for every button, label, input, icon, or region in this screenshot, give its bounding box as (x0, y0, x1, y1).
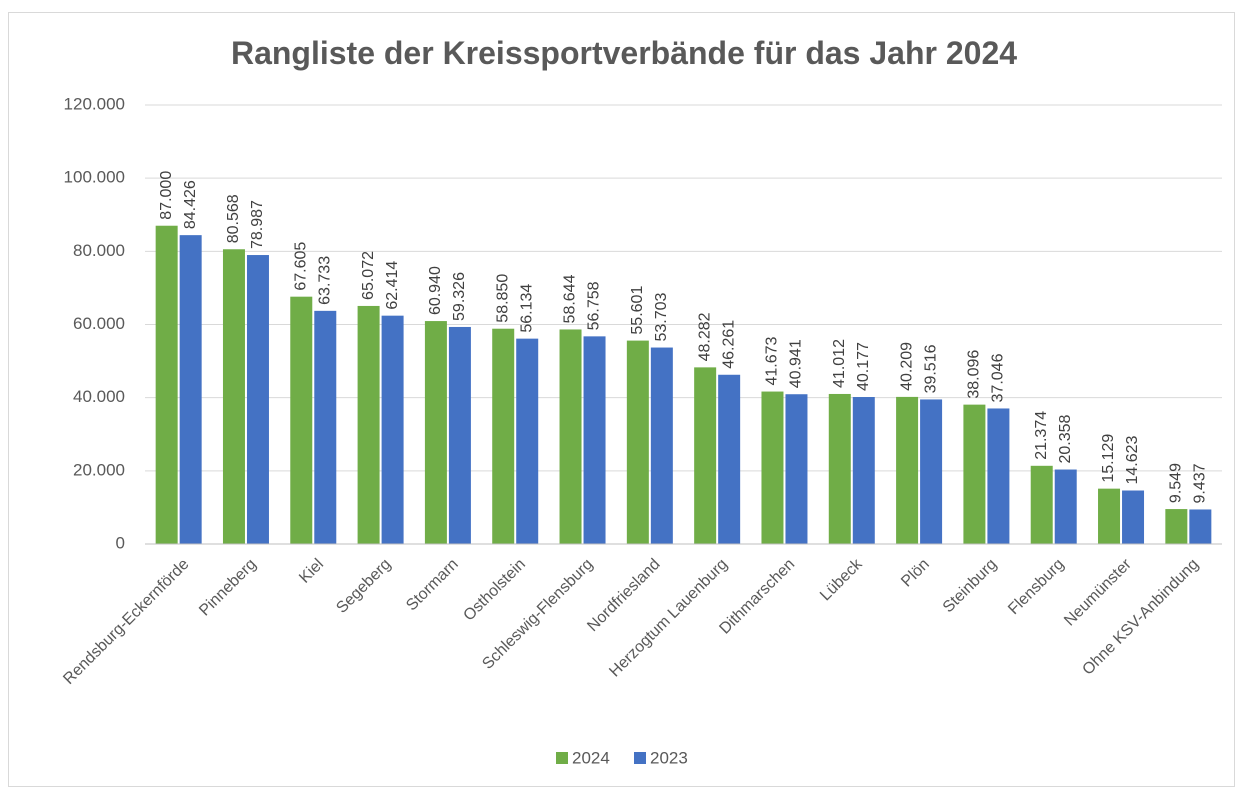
value-label: 15.129 (1100, 434, 1117, 483)
bar (314, 310, 337, 544)
bar (155, 225, 178, 544)
value-label: 9.437 (1192, 463, 1209, 503)
bar (559, 329, 582, 544)
value-label: 48.282 (696, 312, 713, 361)
legend-label: 2023 (650, 748, 688, 767)
bar (1098, 488, 1121, 544)
bar (694, 367, 717, 544)
chart-border (8, 12, 1235, 787)
value-label: 58.850 (494, 274, 511, 323)
legend-swatch (634, 752, 646, 764)
value-label: 87.000 (158, 171, 175, 220)
bar (785, 394, 808, 544)
bar (987, 408, 1010, 544)
bar (963, 404, 986, 544)
value-label: 62.414 (384, 261, 401, 310)
legend-label: 2024 (572, 748, 610, 767)
bar (1165, 509, 1188, 544)
value-label: 20.358 (1057, 414, 1074, 463)
value-label: 56.134 (518, 284, 535, 333)
bar (357, 305, 380, 544)
value-label: 46.261 (720, 320, 737, 369)
value-label: 39.516 (922, 344, 939, 393)
bar (448, 326, 471, 544)
y-tick-label: 20.000 (73, 460, 125, 479)
bar (516, 338, 539, 544)
bar (424, 321, 447, 544)
value-label: 78.987 (249, 200, 266, 249)
value-label: 21.374 (1033, 411, 1050, 460)
bar (492, 328, 515, 544)
value-label: 84.426 (182, 180, 199, 229)
bar (896, 396, 919, 544)
value-label: 40.177 (855, 342, 872, 391)
value-label: 63.733 (317, 256, 334, 305)
bar (179, 235, 202, 545)
y-tick-label: 60.000 (73, 314, 125, 333)
bar (718, 374, 741, 544)
bar (626, 340, 649, 544)
bar (583, 336, 606, 544)
bar (1122, 490, 1145, 544)
bar (381, 315, 404, 544)
bar (761, 391, 784, 544)
bar (920, 399, 943, 544)
value-label: 40.941 (788, 339, 805, 388)
y-tick-label: 40.000 (73, 387, 125, 406)
value-label: 67.605 (293, 242, 310, 291)
value-label: 65.072 (360, 251, 377, 300)
value-label: 38.096 (966, 350, 983, 399)
bar (1030, 465, 1053, 544)
value-label: 9.549 (1168, 463, 1185, 503)
bar (650, 347, 673, 544)
y-tick-label: 120.000 (64, 94, 125, 113)
y-tick-label: 0 (116, 533, 125, 552)
y-tick-label: 80.000 (73, 241, 125, 260)
value-label: 60.940 (427, 266, 444, 315)
value-label: 56.758 (586, 281, 603, 330)
value-label: 41.673 (764, 337, 781, 386)
bar (290, 296, 313, 544)
value-label: 80.568 (225, 194, 242, 243)
value-label: 58.644 (562, 274, 579, 323)
chart-title: Rangliste der Kreissportverbände für das… (231, 35, 1017, 71)
legend-swatch (556, 752, 568, 764)
bar (246, 255, 269, 544)
value-label: 59.326 (451, 272, 468, 321)
bar (222, 249, 245, 544)
value-label: 55.601 (629, 286, 646, 335)
bar (852, 397, 875, 544)
value-label: 37.046 (990, 353, 1007, 402)
bar (828, 393, 851, 544)
value-label: 41.012 (831, 339, 848, 388)
value-label: 14.623 (1124, 435, 1141, 484)
value-label: 53.703 (653, 292, 670, 341)
y-tick-label: 100.000 (64, 168, 125, 187)
value-label: 40.209 (898, 342, 915, 391)
bar (1054, 469, 1077, 544)
bar (1189, 509, 1212, 544)
